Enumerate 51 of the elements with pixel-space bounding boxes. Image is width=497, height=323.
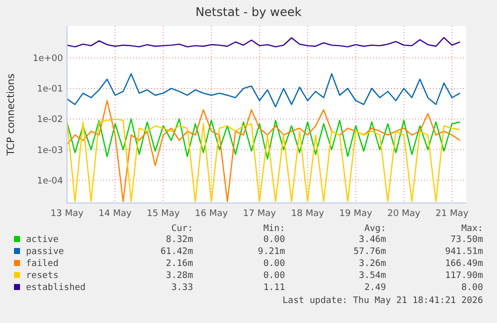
y-axis-title: TCP connections xyxy=(6,73,17,157)
text: 3.28m xyxy=(166,271,193,281)
text: 3.26m xyxy=(358,259,386,269)
text: 2.49 xyxy=(364,283,386,293)
legend-label: failed xyxy=(26,259,59,269)
x-tick-label: 15 May xyxy=(146,209,180,219)
text: 0.00 xyxy=(263,235,285,245)
x-tick-label: 19 May xyxy=(339,209,373,219)
text: 9.21m xyxy=(258,247,285,257)
text: 166.49m xyxy=(445,259,483,269)
text: 3.33 xyxy=(171,283,193,293)
line-series xyxy=(67,100,461,202)
text: 61.42m xyxy=(160,247,193,257)
text: Cur: xyxy=(171,224,193,234)
x-tick-label: 14 May xyxy=(98,209,132,219)
text: 117.90m xyxy=(445,271,483,281)
text: 3.46m xyxy=(358,235,386,245)
legend-label: resets xyxy=(26,271,59,281)
text: 8.00 xyxy=(461,283,483,293)
text: Min: xyxy=(263,224,285,234)
x-tick-label: 13 May xyxy=(50,209,84,219)
y-tick-label: 1e-04 xyxy=(37,176,64,186)
legend-label: passive xyxy=(26,247,64,257)
text: 2.16m xyxy=(166,259,193,269)
line-series xyxy=(67,118,461,202)
line-series xyxy=(67,36,461,48)
text: 1.11 xyxy=(263,283,285,293)
x-tick-label: 16 May xyxy=(194,209,228,219)
y-tick-label: 1e-01 xyxy=(37,84,63,95)
chart-title: Netstat - by week xyxy=(195,5,302,19)
text: 0.00 xyxy=(263,259,285,269)
text: 73.50m xyxy=(450,235,483,245)
line-series xyxy=(67,118,461,160)
text: 0.00 xyxy=(263,271,285,281)
legend-label: active xyxy=(26,235,59,245)
text: 3.54m xyxy=(358,271,386,281)
text: 941.51m xyxy=(445,247,483,257)
x-tick-label: 17 May xyxy=(243,209,277,219)
text: 8.32m xyxy=(166,235,193,245)
text: Avg: xyxy=(364,224,386,234)
x-tick-label: 21 May xyxy=(436,209,470,219)
y-tick-label: 1e-03 xyxy=(37,146,63,156)
legend-label: established xyxy=(26,283,86,293)
text: 57.76m xyxy=(353,247,386,257)
x-tick-label: 20 May xyxy=(387,209,421,219)
y-tick-label: 1e-02 xyxy=(37,115,63,126)
y-tick-label: 1e+00 xyxy=(32,54,64,64)
text: Last update: Thu May 21 18:41:21 2026 xyxy=(282,296,483,306)
line-series xyxy=(67,73,461,108)
x-tick-label: 18 May xyxy=(291,209,325,219)
text: Max: xyxy=(461,224,483,234)
